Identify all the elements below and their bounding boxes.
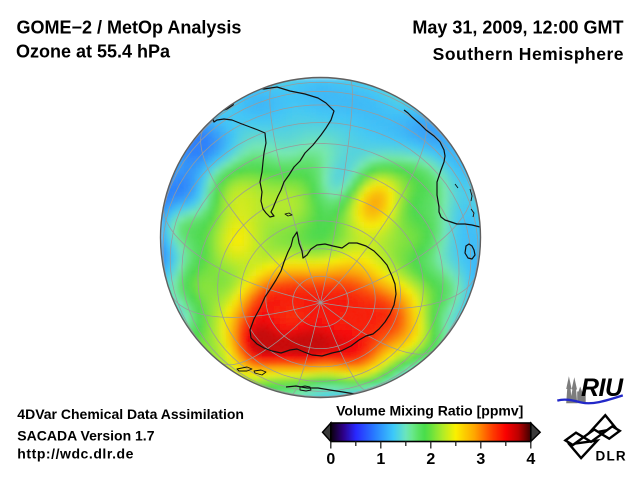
- svg-text:0: 0: [326, 451, 335, 468]
- svg-text:4: 4: [526, 451, 535, 468]
- svg-text:4DVar Chemical Data Assimilati: 4DVar Chemical Data Assimilation: [17, 406, 244, 422]
- svg-text:2: 2: [426, 451, 435, 468]
- svg-text:May 31, 2009, 12:00 GMT: May 31, 2009, 12:00 GMT: [412, 17, 623, 37]
- svg-text:Ozone at 55.4 hPa: Ozone at 55.4 hPa: [16, 42, 171, 62]
- svg-text:1: 1: [376, 451, 385, 468]
- svg-text:Volume Mixing Ratio [ppmv]: Volume Mixing Ratio [ppmv]: [336, 403, 523, 419]
- svg-text:RIU: RIU: [581, 374, 624, 402]
- svg-text:3: 3: [476, 451, 485, 468]
- svg-text:http://wdc.dlr.de: http://wdc.dlr.de: [17, 446, 134, 462]
- svg-text:Southern Hemisphere: Southern Hemisphere: [433, 44, 624, 64]
- svg-text:GOME−2 / MetOp Analysis: GOME−2 / MetOp Analysis: [17, 18, 242, 38]
- svg-text:DLR: DLR: [596, 449, 627, 464]
- svg-text:SACADA Version 1.7: SACADA Version 1.7: [17, 428, 154, 444]
